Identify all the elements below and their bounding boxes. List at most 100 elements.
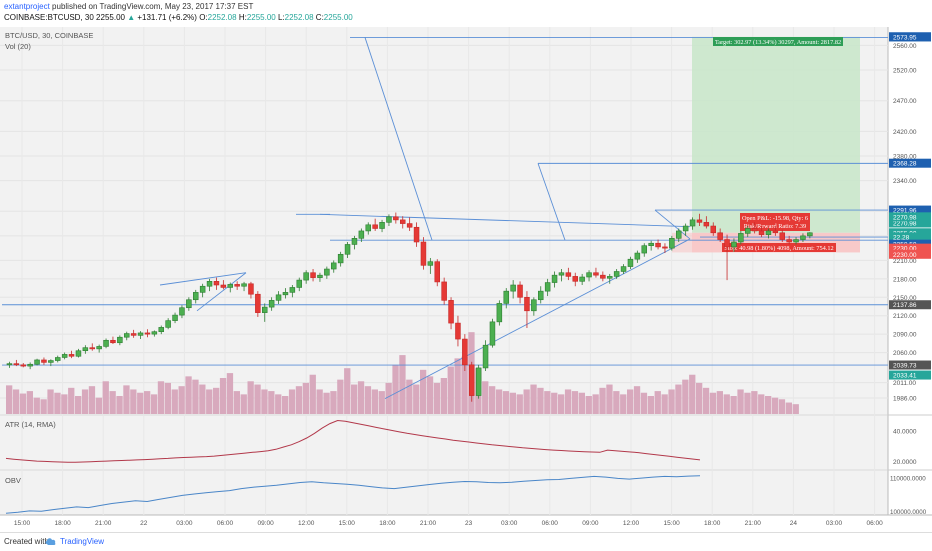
volume-bar xyxy=(482,381,489,414)
volume-bar xyxy=(102,381,109,414)
obv-line xyxy=(5,475,701,514)
volume-legend[interactable]: Vol (20) xyxy=(5,42,31,51)
candle-down xyxy=(448,300,454,324)
time-tick-label: 21:00 xyxy=(95,520,112,527)
svg-text:2033.41: 2033.41 xyxy=(893,373,917,380)
symbol-legend[interactable]: BTC/USD, 30, COINBASE xyxy=(5,31,93,40)
price-tick-label: 2420.00 xyxy=(893,129,917,136)
rising-support-line xyxy=(384,238,691,400)
time-tick-label: 21:00 xyxy=(420,520,437,527)
volume-bar xyxy=(371,389,378,414)
candle-down xyxy=(406,223,413,228)
time-tick-label: 06:00 xyxy=(542,520,559,527)
candle-up xyxy=(510,284,516,292)
candle-down xyxy=(696,219,703,223)
candle-up xyxy=(669,238,675,249)
time-tick-label: 24 xyxy=(790,520,798,527)
volume-bar xyxy=(696,382,703,414)
volume-bar xyxy=(523,389,530,414)
volume-bar xyxy=(744,392,751,414)
tradingview-brand-link[interactable]: TradingView xyxy=(60,537,105,546)
price-tick-label: 2210.00 xyxy=(893,258,917,265)
candle-down xyxy=(220,284,227,288)
candle-up xyxy=(531,299,537,312)
candle-up xyxy=(675,230,682,239)
stop-label[interactable]: Stop: 40.98 (1.80%) 4098, Amount: 754.12 xyxy=(722,243,836,252)
volume-bar xyxy=(406,379,413,414)
volume-bar xyxy=(12,389,20,414)
obv-pane-background xyxy=(0,471,888,515)
atr-legend[interactable]: ATR (14, RMA) xyxy=(5,420,56,429)
volume-bar xyxy=(771,397,779,414)
close-label: C: xyxy=(315,13,324,22)
pitch-line xyxy=(196,272,247,312)
candle-down xyxy=(213,281,220,286)
candle-down xyxy=(420,241,427,266)
candle-down xyxy=(41,359,47,363)
volume-bar xyxy=(33,397,40,414)
candle-up xyxy=(151,331,158,335)
obv-tick-label: 100000.0000 xyxy=(890,509,927,516)
volume-bar xyxy=(399,355,406,414)
volume-bar xyxy=(675,384,682,414)
candle-down xyxy=(710,225,716,234)
volume-bar xyxy=(537,387,544,414)
candle-up xyxy=(289,287,296,293)
volume-bar xyxy=(116,396,123,414)
volume-bar xyxy=(378,391,385,414)
candle-up xyxy=(641,245,647,254)
volume-bar xyxy=(40,399,47,414)
tradingview-cloud-icon xyxy=(45,538,56,545)
atr-series: 20.0000 40.0000 xyxy=(5,419,917,466)
time-tick-label: 03:00 xyxy=(826,520,843,527)
candle-up xyxy=(537,290,544,301)
candle-up xyxy=(61,354,68,358)
candle-up xyxy=(206,281,213,287)
candle-up xyxy=(558,272,565,276)
ohlc-line: COINBASE:BTCUSD, 30 2255.00 ▲ +131.71 (+… xyxy=(4,13,353,22)
atr-pane-background xyxy=(0,416,888,469)
price-tick-label: 2470.00 xyxy=(893,98,917,105)
svg-text:2230.00: 2230.00 xyxy=(893,246,917,253)
svg-text:2230.00: 2230.00 xyxy=(893,252,917,259)
svg-text:Open P&L: -15.98, Qty: 6: Open P&L: -15.98, Qty: 6 xyxy=(742,215,808,222)
volume-bar xyxy=(268,391,275,414)
chart-canvas[interactable]: Target: 302.97 (13.34%) 30297, Amount: 2… xyxy=(0,0,932,532)
low-label: L: xyxy=(277,13,285,22)
candle-down xyxy=(89,347,96,350)
obv-legend[interactable]: OBV xyxy=(5,476,21,485)
price-tick-label: 2180.00 xyxy=(893,276,917,283)
candle-up xyxy=(682,225,689,232)
candle-up xyxy=(261,306,268,313)
change-up-icon: ▲ xyxy=(127,13,136,22)
volume-bar xyxy=(792,404,799,414)
candle-down xyxy=(441,281,447,301)
svg-text:2270.98: 2270.98 xyxy=(893,220,917,227)
volume-bar xyxy=(440,378,447,414)
resistance-trend-line xyxy=(319,213,691,228)
candle-down xyxy=(255,293,261,313)
volume-bar xyxy=(150,394,158,414)
candle-up xyxy=(351,238,358,245)
volume-bar xyxy=(509,392,516,414)
candle-up xyxy=(475,367,482,396)
volume-bar xyxy=(620,394,627,414)
publisher-link[interactable]: extantproject xyxy=(4,2,50,11)
candle-up xyxy=(689,219,696,227)
candle-up xyxy=(765,230,772,235)
volume-bar xyxy=(226,373,234,414)
volume-bar xyxy=(19,393,27,414)
trend-line-upper-diagonal xyxy=(364,37,433,241)
candle-down xyxy=(372,224,378,229)
candle-up xyxy=(324,268,330,276)
price-marker-label: 2270.98 xyxy=(889,218,931,228)
volume-bar xyxy=(261,389,268,414)
volume-bar xyxy=(689,374,696,414)
volume-bars xyxy=(6,332,799,414)
price-tick-label: 2560.00 xyxy=(893,43,917,50)
volume-bar xyxy=(302,382,309,414)
entry-diagonal-line xyxy=(654,209,691,240)
high-label: H: xyxy=(238,13,247,22)
volume-bar xyxy=(47,389,54,414)
target-label[interactable]: Target: 302.97 (13.34%) 30297, Amount: 2… xyxy=(713,37,843,46)
